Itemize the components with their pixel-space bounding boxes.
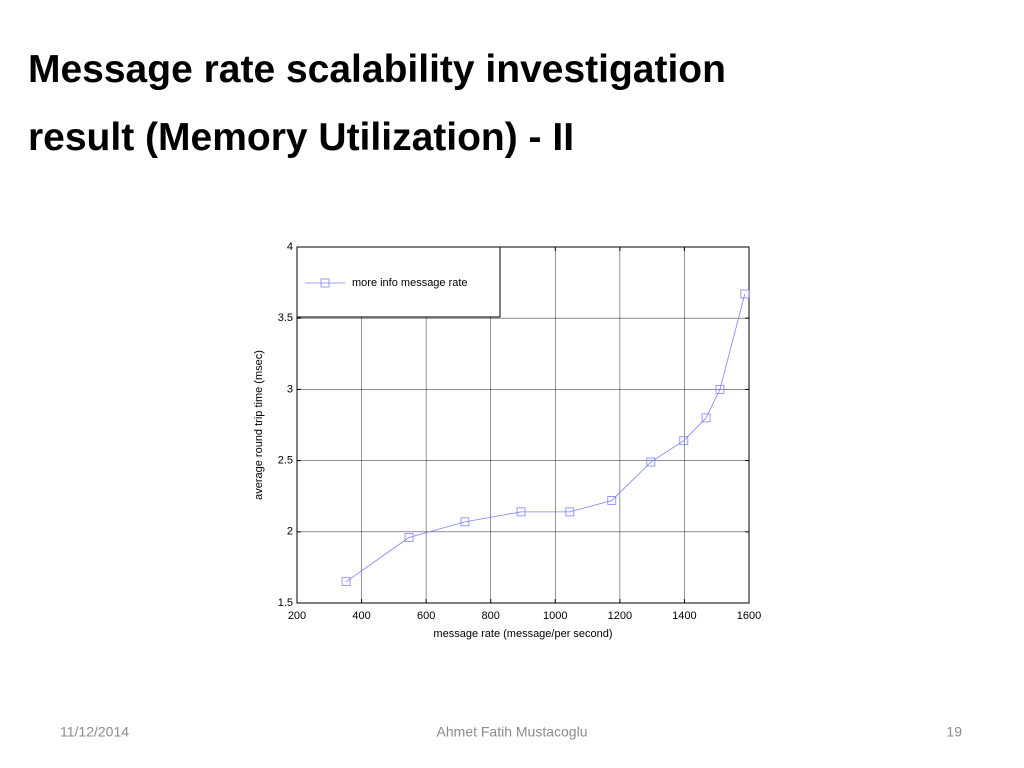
x-tick-label: 1400 [672,610,696,622]
page-number: 19 [946,724,962,740]
data-point [679,436,689,446]
y-tick-label: 2 [287,526,293,538]
x-tick-label: 800 [482,610,500,622]
data-point [460,517,470,527]
x-tick-label: 600 [417,610,435,622]
y-tick-label: 3 [287,383,293,395]
y-tick-label: 1.5 [278,597,293,609]
y-tick-label: 3.5 [278,312,293,324]
footer-author: Ahmet Fatih Mustacoglu [437,724,588,740]
y-tick-label: 4 [287,241,293,253]
data-line [345,293,746,582]
data-point [740,289,750,299]
x-tick-label: 1600 [737,610,761,622]
y-tick-label: 2.5 [278,455,293,467]
x-axis-label: message rate (message/per second) [433,628,612,640]
data-point [341,577,351,587]
slide-title: result (Memory Utilization) - II [28,116,574,159]
chart: 1.5 2 2.5 3 3.5 4 200 400 600 800 1000 1200 1400 1600… [253,241,761,640]
data-point [404,533,414,542]
data-point [607,496,617,505]
data-point [516,507,526,517]
data-point [701,413,711,423]
x-tick-label: 1200 [608,610,632,622]
data-point [565,507,575,517]
x-tick-label: 400 [352,610,370,622]
plot-frame [296,246,750,604]
data-point [715,384,725,394]
x-tick-label: 200 [288,610,306,622]
y-axis-label: average round trip time (msec) [253,350,265,500]
footer-date: 11/12/2014 [60,724,129,740]
x-tick-label: 1000 [543,610,567,622]
data-point [646,457,656,467]
legend-label: more info message rate [352,277,468,289]
slide-title: Message rate scalability investigation [28,48,726,91]
legend: more info message rate [296,246,501,318]
legend-marker [320,278,330,288]
legend-box [296,246,501,318]
